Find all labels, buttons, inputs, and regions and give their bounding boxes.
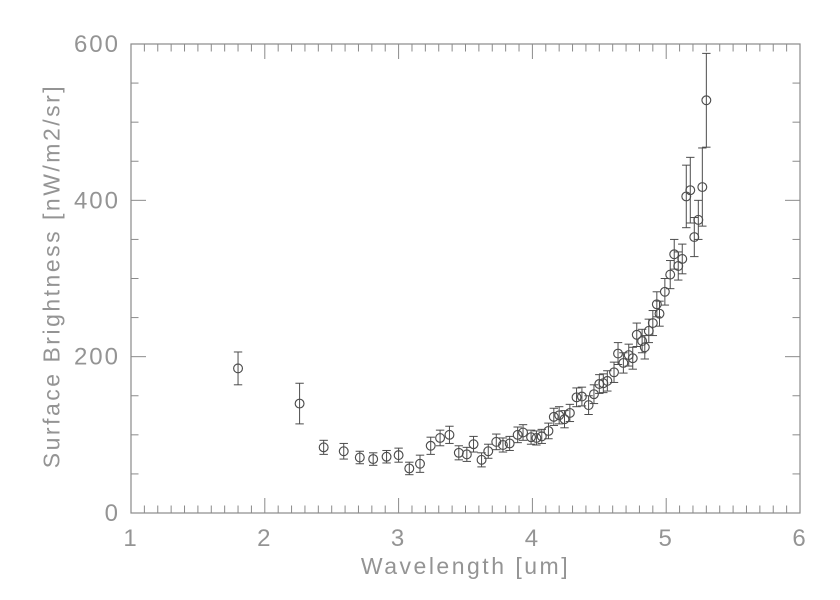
- data-point: [697, 147, 708, 227]
- data-point: [588, 384, 599, 405]
- data-point: [425, 436, 436, 455]
- data-point: [665, 260, 676, 290]
- y-tick-label: 0: [105, 500, 120, 527]
- data-point: [543, 422, 554, 440]
- y-tick-label: 400: [74, 187, 120, 214]
- data-point: [512, 426, 523, 444]
- data-point: [627, 346, 638, 370]
- data-point: [233, 351, 244, 386]
- data-point: [618, 352, 629, 374]
- data-point: [504, 435, 515, 451]
- y-axis-label: Surface Brightness [nW/m2/sr]: [38, 83, 65, 469]
- data-point: [613, 342, 624, 365]
- data-point: [461, 446, 472, 462]
- tick-labels: 1 2 3 4 5 6 0 200 400 600: [74, 31, 807, 552]
- x-tick-label: 1: [123, 525, 138, 552]
- data-point: [571, 387, 582, 408]
- data-point: [637, 328, 648, 354]
- data-point: [559, 410, 570, 429]
- data-series: [233, 52, 712, 476]
- data-point: [701, 52, 712, 148]
- x-tick-label: 5: [659, 525, 674, 552]
- data-point: [693, 199, 704, 240]
- y-tick-label: 600: [74, 31, 120, 58]
- data-point: [564, 403, 575, 423]
- data-point: [476, 452, 487, 468]
- data-point: [404, 461, 415, 476]
- data-point: [548, 407, 559, 426]
- x-tick-label: 3: [391, 525, 406, 552]
- x-tick-label: 2: [257, 525, 272, 552]
- data-point: [654, 300, 665, 327]
- data-point: [518, 424, 529, 441]
- data-point: [415, 454, 425, 473]
- data-point: [497, 437, 508, 453]
- data-point: [647, 310, 658, 337]
- data-point: [631, 322, 642, 348]
- data-point: [393, 447, 404, 463]
- data-point: [444, 425, 455, 444]
- data-point: [609, 361, 619, 383]
- data-point: [468, 435, 479, 453]
- data-point: [318, 439, 329, 455]
- data-point: [677, 243, 688, 275]
- data-point: [368, 452, 379, 466]
- data-point: [685, 156, 696, 224]
- x-axis-label: Wavelength [um]: [360, 553, 571, 579]
- data-point: [602, 370, 613, 392]
- data-point: [483, 443, 494, 459]
- data-point: [536, 428, 547, 444]
- data-point: [531, 430, 542, 446]
- data-point: [583, 395, 594, 416]
- data-point: [338, 442, 349, 460]
- data-point: [435, 429, 446, 447]
- data-point: [453, 445, 464, 461]
- plot-box: [130, 43, 801, 514]
- data-point: [681, 164, 692, 229]
- data-point: [294, 382, 305, 425]
- y-tick-label: 200: [74, 344, 120, 371]
- data-point: [381, 449, 392, 464]
- x-tick-label: 6: [792, 525, 807, 552]
- data-point: [576, 386, 587, 407]
- x-tick-label: 4: [525, 525, 540, 552]
- axis-ticks: [130, 43, 801, 514]
- data-point: [526, 429, 537, 445]
- data-point: [354, 450, 365, 465]
- data-point: [491, 433, 502, 451]
